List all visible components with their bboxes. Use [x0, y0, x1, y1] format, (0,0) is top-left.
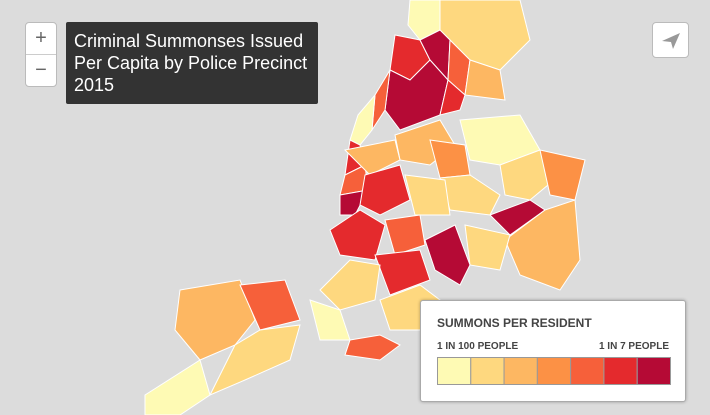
title-line: Per Capita by Police Precinct: [74, 53, 308, 73]
legend-swatch: [503, 357, 538, 385]
precinct: [439, 79, 466, 116]
share-button[interactable]: [652, 22, 689, 58]
precinct: [344, 334, 401, 361]
legend: SUMMONS PER RESIDENT 1 IN 100 PEOPLE 1 I…: [420, 300, 686, 402]
precinct: [329, 209, 386, 261]
precinct: [343, 139, 401, 176]
legend-swatch: [470, 357, 505, 385]
legend-swatch: [636, 357, 671, 385]
legend-swatch: [536, 357, 572, 385]
precinct: [504, 199, 581, 291]
title-line: Criminal Summonses Issued: [74, 31, 304, 51]
precinct: [464, 224, 511, 271]
precinct: [374, 249, 431, 296]
share-icon: [662, 33, 680, 49]
legend-swatch: [603, 357, 638, 385]
precinct: [404, 174, 451, 216]
legend-swatch: [437, 357, 472, 385]
precinct: [539, 149, 586, 201]
precinct: [239, 279, 301, 331]
precinct: [359, 164, 411, 216]
precinct: [349, 93, 376, 146]
legend-low-label: 1 IN 100 PEOPLE: [437, 341, 519, 352]
precinct: [424, 224, 471, 286]
precinct: [319, 259, 381, 311]
zoom-out[interactable]: −: [35, 59, 47, 81]
precinct: [384, 214, 426, 256]
title-line: 2015: [74, 75, 115, 95]
legend-high-label: 1 IN 7 PEOPLE: [598, 341, 669, 352]
map-title: Criminal Summonses Issued Per Capita by …: [66, 22, 318, 104]
legend-scale: [437, 357, 671, 385]
zoom-control: + −: [25, 22, 57, 87]
legend-title: SUMMONS PER RESIDENT: [437, 316, 592, 330]
zoom-in[interactable]: +: [26, 23, 56, 55]
precinct: [429, 139, 471, 179]
legend-swatch: [570, 357, 605, 385]
precinct: [144, 359, 211, 415]
precinct: [464, 59, 506, 101]
